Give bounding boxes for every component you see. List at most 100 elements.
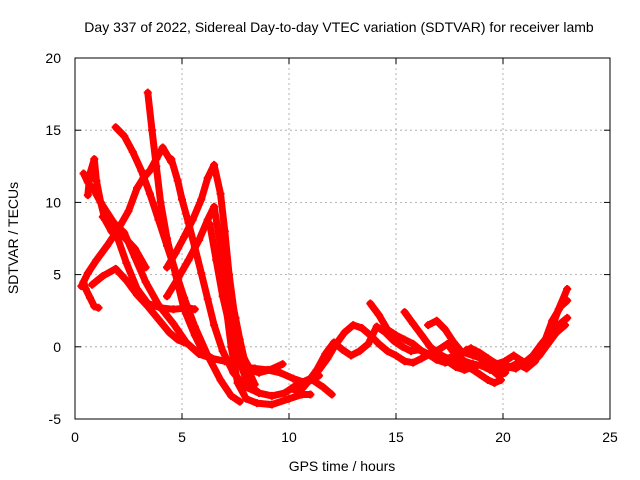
data-point-marker xyxy=(240,354,249,363)
data-point-marker xyxy=(133,183,142,192)
series-track-14 xyxy=(227,293,287,377)
data-point-marker xyxy=(190,331,199,340)
plot-frame xyxy=(74,57,611,420)
data-point-marker xyxy=(212,256,221,265)
data-point-marker xyxy=(319,383,328,392)
data-point-marker xyxy=(451,363,460,372)
data-point-marker xyxy=(471,350,480,359)
data-point-marker xyxy=(88,280,97,289)
data-point-marker xyxy=(178,195,186,204)
data-point-marker xyxy=(374,311,383,320)
data-point-marker xyxy=(165,328,174,337)
data-point-marker xyxy=(276,368,285,377)
data-point-marker xyxy=(210,321,219,330)
data-point-marker xyxy=(167,155,176,164)
data-point-marker xyxy=(460,357,469,366)
data-point-marker xyxy=(426,342,435,351)
x-tick-label: 5 xyxy=(178,429,186,445)
x-axis-label: GPS time / hours xyxy=(289,458,396,474)
data-point-marker xyxy=(128,147,137,156)
data-point-marker xyxy=(190,305,199,314)
data-point-marker xyxy=(171,248,180,257)
data-point-marker xyxy=(323,354,332,363)
data-point-marker xyxy=(188,215,197,224)
data-point-marker xyxy=(220,227,229,236)
data-point-marker xyxy=(133,290,142,299)
data-point-marker xyxy=(505,363,514,372)
data-point-marker xyxy=(409,339,418,348)
data-point-marker xyxy=(406,347,415,356)
data-point-marker xyxy=(372,322,381,331)
data-point-marker xyxy=(184,256,193,265)
data-point-marker xyxy=(180,233,189,242)
data-point-marker xyxy=(235,335,244,344)
data-point-marker xyxy=(154,300,163,309)
series-track-20 xyxy=(462,296,572,374)
data-point-marker xyxy=(490,378,499,387)
data-point-marker xyxy=(400,308,409,317)
data-point-marker xyxy=(90,302,99,311)
data-point-marker xyxy=(265,365,274,374)
data-point-marker xyxy=(79,277,88,286)
data-point-marker xyxy=(295,387,304,396)
data-point-marker xyxy=(216,241,225,250)
data-point-marker xyxy=(98,212,107,221)
data-point-marker xyxy=(289,374,298,383)
data-point-marker xyxy=(244,380,253,389)
x-tick-label: 0 xyxy=(71,429,79,445)
data-point-marker xyxy=(255,368,264,377)
data-point-marker xyxy=(443,354,452,363)
x-tick-label: 10 xyxy=(281,429,297,445)
data-point-marker xyxy=(233,378,242,387)
data-point-marker xyxy=(246,365,255,374)
data-point-marker xyxy=(548,316,557,325)
data-point-marker xyxy=(216,189,225,198)
data-point-marker xyxy=(94,303,103,312)
data-point-marker xyxy=(389,337,398,346)
data-point-marker xyxy=(563,296,572,305)
data-point-marker xyxy=(203,173,212,182)
data-point-marker xyxy=(111,123,120,132)
y-tick-label: -5 xyxy=(49,411,62,427)
data-point-marker xyxy=(111,264,120,273)
data-point-marker xyxy=(143,302,152,311)
data-point-marker xyxy=(182,338,191,347)
data-point-marker xyxy=(169,305,178,314)
data-point-marker xyxy=(124,207,133,216)
data-point-marker xyxy=(83,269,92,278)
data-point-marker xyxy=(122,259,131,268)
x-tick-label: 15 xyxy=(388,429,404,445)
data-point-marker xyxy=(383,347,392,356)
data-point-marker xyxy=(85,293,94,302)
data-point-marker xyxy=(297,380,306,389)
data-point-marker xyxy=(137,166,146,175)
x-tick-label: 25 xyxy=(602,429,618,445)
data-point-marker xyxy=(462,345,471,354)
data-point-marker xyxy=(180,305,189,314)
data-point-marker xyxy=(327,390,336,399)
y-tick-label: 5 xyxy=(53,267,61,283)
data-point-marker xyxy=(563,313,572,322)
data-point-marker xyxy=(417,331,426,340)
data-point-marker xyxy=(227,391,236,400)
data-series xyxy=(77,88,572,409)
data-point-marker xyxy=(81,285,90,294)
data-point-marker xyxy=(563,285,572,294)
data-point-marker xyxy=(477,361,486,370)
data-point-marker xyxy=(169,319,178,328)
data-point-marker xyxy=(417,354,426,363)
data-point-marker xyxy=(488,361,497,370)
data-point-marker xyxy=(173,176,182,185)
data-point-marker xyxy=(197,195,206,204)
data-point-marker xyxy=(255,389,264,398)
data-point-marker xyxy=(92,176,101,185)
data-point-marker xyxy=(306,390,315,399)
data-point-marker xyxy=(145,189,154,198)
data-point-marker xyxy=(235,397,244,406)
data-point-marker xyxy=(252,399,261,408)
data-point-marker xyxy=(561,321,570,330)
data-point-marker xyxy=(501,357,510,366)
data-point-marker xyxy=(398,342,407,351)
y-axis-label: SDTVAR / TECUs xyxy=(5,182,21,294)
data-point-marker xyxy=(218,260,227,269)
